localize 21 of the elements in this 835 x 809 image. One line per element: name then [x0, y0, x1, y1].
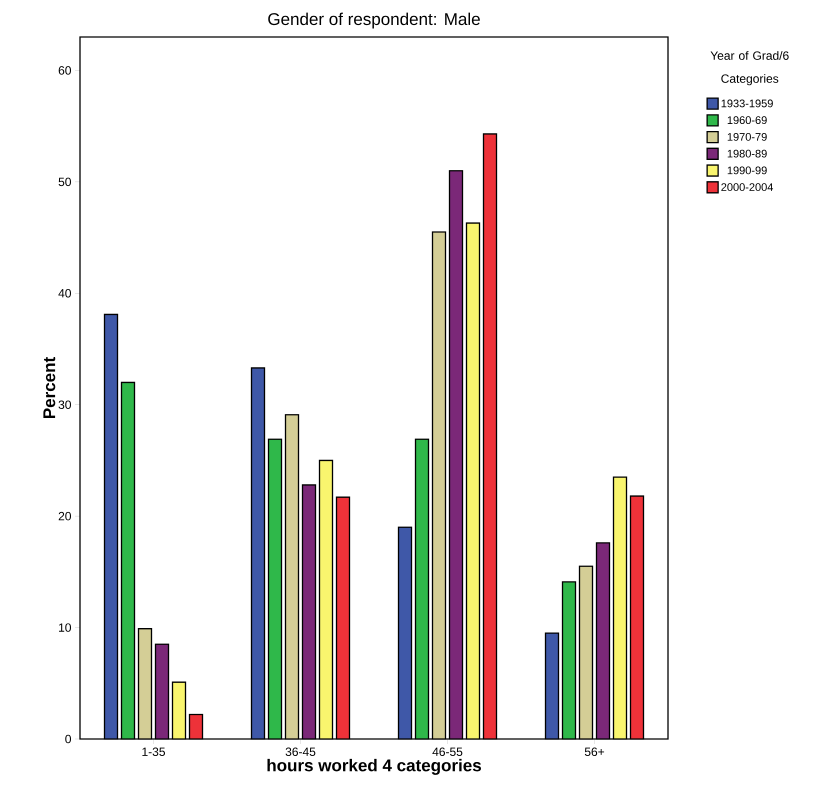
x-tick-label: 36-45 — [286, 748, 316, 756]
legend-label: 1980-89 — [728, 150, 767, 158]
legend-label: 1990-99 — [728, 166, 767, 174]
x-axis-title: hours worked 4 categories — [267, 758, 481, 775]
y-tick-label: 0 — [65, 734, 72, 744]
y-tick-label: 50 — [58, 178, 72, 186]
legend-label: 2000-2004 — [721, 183, 774, 192]
y-tick-label: 10 — [59, 623, 72, 632]
legend-label: 1933-1959 — [722, 100, 773, 108]
x-tick-label: 56+ — [584, 748, 604, 756]
x-tick-label: 1-35 — [142, 748, 165, 756]
y-tick-label: 30 — [58, 400, 72, 409]
legend-label: 1970-79 — [728, 133, 767, 141]
y-axis-title: Percent — [43, 357, 56, 418]
x-tick-label: 46-55 — [432, 748, 462, 756]
y-tick-label: 40 — [58, 289, 72, 298]
chart-title: Gender of respondent: Male — [268, 12, 480, 28]
legend-label: 1960-69 — [728, 116, 767, 124]
legend-title: Year of Grad/6 Categories — [710, 51, 789, 86]
y-tick-label: 20 — [58, 512, 72, 520]
y-tick-label: 60 — [58, 66, 72, 75]
